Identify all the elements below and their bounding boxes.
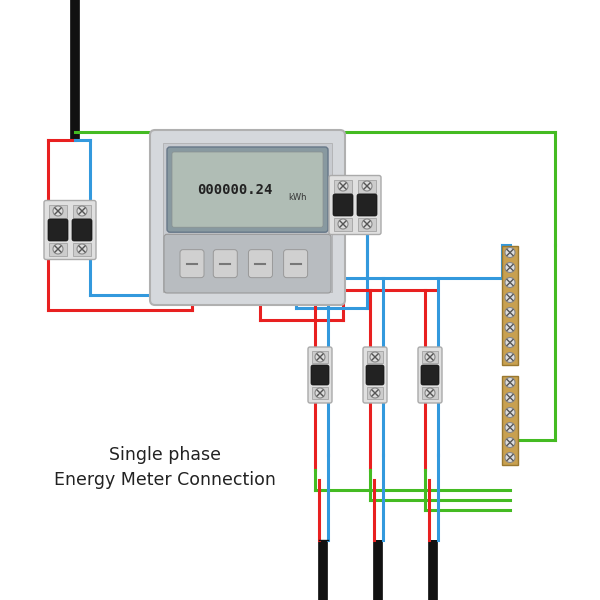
- Text: Single phase: Single phase: [109, 446, 221, 464]
- Text: kWh: kWh: [288, 193, 307, 202]
- Circle shape: [362, 219, 372, 229]
- Circle shape: [505, 263, 515, 272]
- FancyBboxPatch shape: [357, 194, 377, 216]
- Bar: [334, 179, 352, 193]
- Circle shape: [425, 388, 435, 398]
- Circle shape: [53, 244, 63, 254]
- FancyBboxPatch shape: [421, 365, 439, 385]
- Circle shape: [505, 407, 515, 418]
- Circle shape: [505, 292, 515, 302]
- Text: 000000.24: 000000.24: [197, 182, 273, 197]
- Bar: [358, 217, 376, 230]
- Circle shape: [505, 323, 515, 332]
- Circle shape: [505, 337, 515, 347]
- FancyBboxPatch shape: [366, 365, 384, 385]
- FancyBboxPatch shape: [329, 175, 381, 235]
- Bar: [367, 387, 383, 399]
- Bar: [334, 217, 352, 230]
- Bar: [73, 205, 91, 217]
- Bar: [49, 242, 67, 256]
- FancyBboxPatch shape: [333, 194, 353, 216]
- Bar: [312, 387, 328, 399]
- Circle shape: [505, 247, 515, 257]
- Bar: [73, 242, 91, 256]
- FancyBboxPatch shape: [284, 250, 308, 278]
- Circle shape: [370, 352, 380, 362]
- FancyBboxPatch shape: [308, 347, 332, 403]
- Circle shape: [505, 392, 515, 403]
- Bar: [312, 351, 328, 363]
- FancyBboxPatch shape: [48, 219, 68, 241]
- Circle shape: [505, 377, 515, 388]
- FancyBboxPatch shape: [180, 250, 204, 278]
- Circle shape: [77, 206, 87, 216]
- FancyBboxPatch shape: [172, 152, 323, 227]
- Bar: [502, 245, 518, 364]
- FancyBboxPatch shape: [167, 147, 328, 232]
- Circle shape: [370, 388, 380, 398]
- FancyBboxPatch shape: [214, 250, 238, 278]
- Bar: [502, 376, 518, 464]
- Circle shape: [505, 352, 515, 362]
- Circle shape: [505, 277, 515, 287]
- FancyBboxPatch shape: [150, 130, 345, 305]
- Circle shape: [338, 181, 348, 191]
- Bar: [358, 179, 376, 193]
- Circle shape: [362, 181, 372, 191]
- FancyBboxPatch shape: [418, 347, 442, 403]
- FancyBboxPatch shape: [363, 347, 387, 403]
- FancyBboxPatch shape: [248, 250, 272, 278]
- Bar: [49, 205, 67, 217]
- Bar: [422, 351, 438, 363]
- FancyBboxPatch shape: [311, 365, 329, 385]
- Circle shape: [315, 352, 325, 362]
- Circle shape: [505, 307, 515, 317]
- Circle shape: [53, 206, 63, 216]
- Circle shape: [315, 388, 325, 398]
- Circle shape: [425, 352, 435, 362]
- FancyBboxPatch shape: [44, 200, 96, 259]
- Circle shape: [505, 437, 515, 448]
- FancyBboxPatch shape: [164, 234, 331, 293]
- Bar: [422, 387, 438, 399]
- Circle shape: [77, 244, 87, 254]
- Circle shape: [505, 422, 515, 433]
- Bar: [367, 351, 383, 363]
- FancyBboxPatch shape: [72, 219, 92, 241]
- Bar: [163, 143, 332, 292]
- Circle shape: [338, 219, 348, 229]
- Circle shape: [505, 452, 515, 463]
- Text: Energy Meter Connection: Energy Meter Connection: [54, 471, 276, 489]
